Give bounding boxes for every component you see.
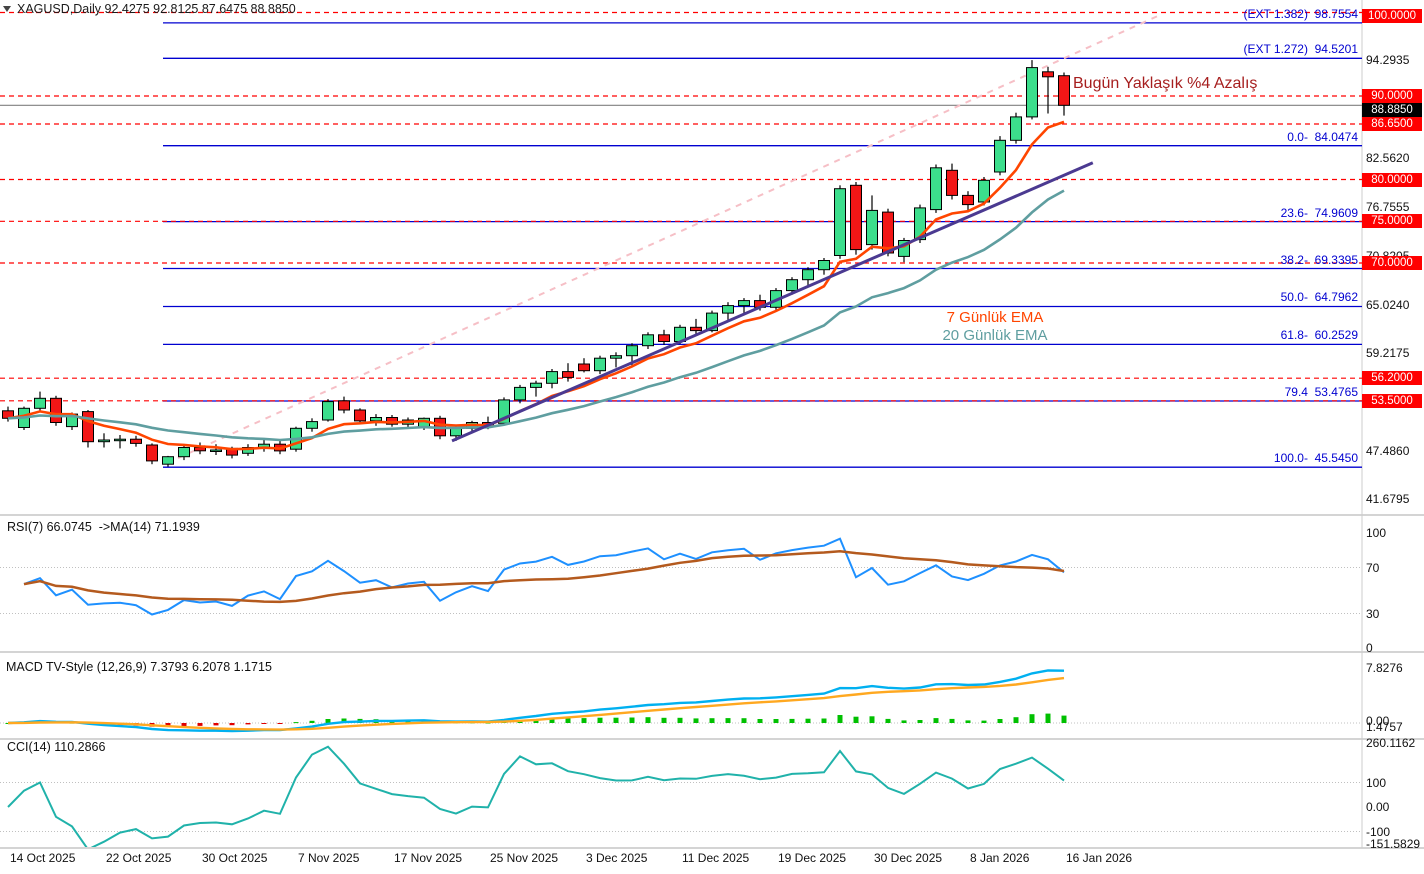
fib-level-label: (EXT 1.382) 98.7554 (1243, 6, 1358, 21)
date-label: 25 Nov 2025 (490, 851, 559, 865)
price-alert-badge: 56.2000 (1362, 371, 1422, 386)
fib-level-label: 61.8- 60.2529 (1280, 328, 1358, 343)
price-tick: 94.2935 (1366, 53, 1410, 68)
cci-tick: -100 (1366, 824, 1391, 839)
macd-label: MACD TV-Style (12,26,9) 7.3793 6.2078 1.… (6, 660, 272, 674)
price-alert-badge: 90.0000 (1362, 89, 1422, 103)
price-tick: 59.2175 (1366, 346, 1410, 361)
cci-label: CCI(14) 110.2866 (7, 740, 106, 754)
rsi-tick: 30 (1366, 606, 1380, 621)
current-price-badge: 88.8850 (1362, 103, 1422, 118)
price-tick: 41.6795 (1366, 492, 1410, 507)
fib-level-label: 100.0- 45.5450 (1273, 451, 1358, 466)
macd-tick: 1.4757 (1366, 720, 1403, 734)
date-label: 7 Nov 2025 (298, 851, 360, 865)
date-label: 22 Oct 2025 (106, 851, 172, 865)
date-label: 17 Nov 2025 (394, 851, 463, 865)
price-alert-badge: 70.0000 (1362, 256, 1422, 270)
price-alert-badge: 80.0000 (1362, 172, 1422, 187)
macd-tick: 0.00 (1366, 714, 1390, 728)
cci-tick: 0.00 (1366, 800, 1390, 814)
fib-level-label: 23.6- 74.9609 (1280, 205, 1358, 220)
date-label: 30 Dec 2025 (874, 851, 943, 865)
legend-ema20: 20 Günlük EMA (942, 327, 1048, 344)
annotation-note: Bugün Yaklaşık %4 Azalış (1073, 75, 1258, 92)
date-label: 30 Oct 2025 (202, 851, 268, 865)
price-alert-badge: 75.0000 (1362, 214, 1422, 229)
price-tick: 82.5620 (1366, 151, 1410, 166)
cci-tick: -151.5829 (1366, 837, 1421, 852)
rsi-label: RSI(7) 66.0745 ->MA(14) 71.1939 (7, 520, 200, 534)
chart-title: XAGUSD,Daily 92.4275 92.8125 87.6475 88.… (17, 2, 296, 16)
date-label: 8 Jan 2026 (970, 851, 1030, 865)
macd-tick: 7.8276 (1366, 661, 1403, 675)
date-label: 14 Oct 2025 (10, 851, 76, 865)
date-label: 19 Dec 2025 (778, 851, 847, 865)
date-label: 16 Jan 2026 (1066, 851, 1133, 865)
rsi-tick: 100 (1366, 526, 1387, 540)
fib-level-label: 38.2- 69.3395 (1280, 252, 1358, 267)
cci-tick: 100 (1366, 775, 1387, 790)
price-alert-badge: 86.6500 (1362, 116, 1422, 131)
cci-tick: 260.1162 (1366, 736, 1416, 751)
date-label: 11 Dec 2025 (682, 851, 750, 865)
fib-level-label: 0.0- 84.0474 (1287, 129, 1358, 144)
fib-level-label: 50.0- 64.7962 (1280, 290, 1358, 305)
chart-title-row: XAGUSD,Daily 92.4275 92.8125 87.6475 88.… (3, 2, 296, 16)
price-tick: 47.4860 (1366, 443, 1410, 458)
legend-ema7: 7 Günlük EMA (946, 309, 1044, 326)
price-alert-badge: 100.0000 (1362, 9, 1422, 23)
price-alert-badge: 53.5000 (1362, 393, 1422, 408)
price-tick: 76.7555 (1366, 199, 1410, 214)
symbol-dropdown-icon[interactable] (3, 6, 11, 12)
date-label: 3 Dec 2025 (586, 851, 648, 865)
price-tick: 65.0240 (1366, 297, 1410, 312)
fib-level-label: 79.4 53.4765 (1284, 384, 1358, 399)
rsi-tick: 0 (1366, 641, 1373, 655)
rsi-tick: 70 (1366, 560, 1380, 575)
fib-level-label: (EXT 1.272) 94.5201 (1243, 42, 1358, 57)
